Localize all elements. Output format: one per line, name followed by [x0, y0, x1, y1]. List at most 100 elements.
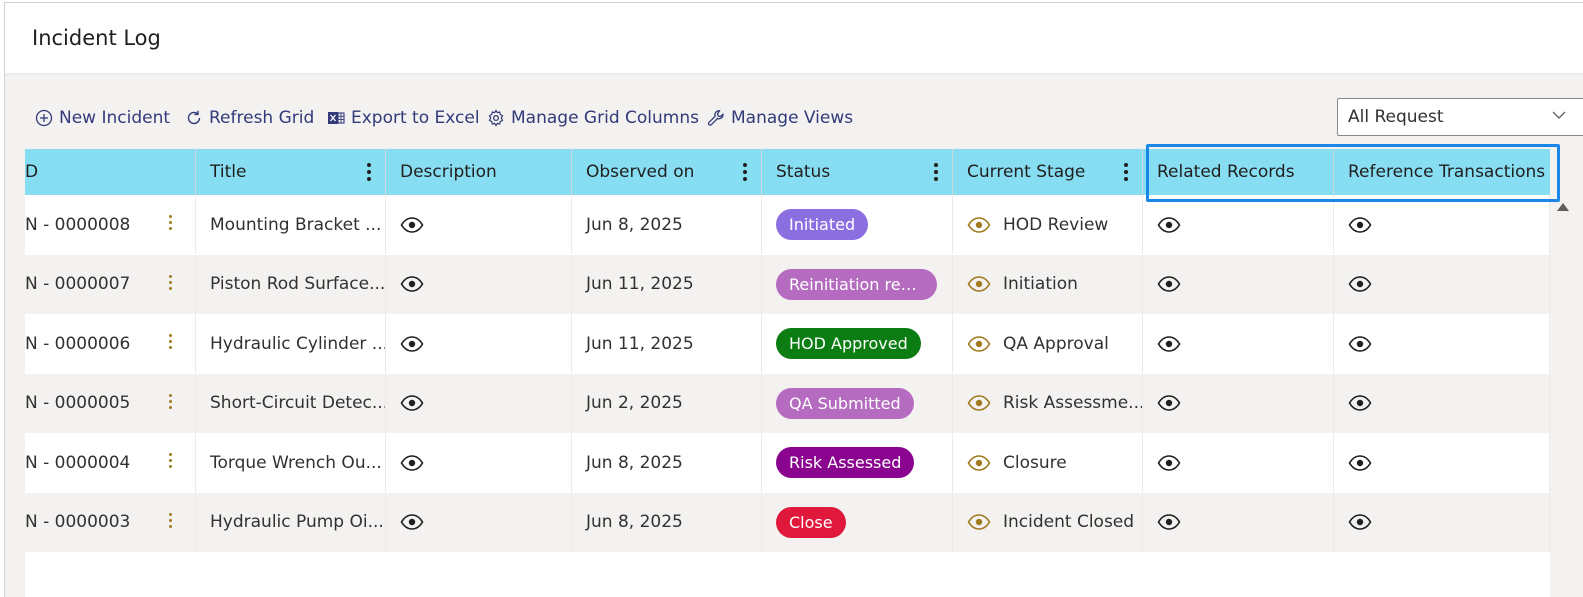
column-header-status[interactable]: Status	[761, 149, 953, 195]
row-menu-icon[interactable]	[168, 215, 172, 233]
export-excel-label: Export to Excel	[351, 108, 480, 128]
cell-related-records	[1142, 254, 1334, 314]
column-header-description-label: Description	[400, 162, 497, 182]
eye-icon[interactable]	[1348, 454, 1372, 471]
eye-icon[interactable]	[400, 335, 424, 352]
column-header-status-label: Status	[776, 162, 831, 182]
incident-title: Mounting Bracket ...	[210, 214, 382, 235]
eye-icon[interactable]	[1348, 335, 1372, 352]
eye-icon[interactable]	[1348, 395, 1372, 411]
column-menu-icon[interactable]	[934, 163, 938, 181]
column-menu-icon[interactable]	[743, 163, 747, 181]
eye-icon[interactable]	[967, 335, 991, 352]
eye-icon[interactable]	[400, 514, 424, 530]
cell-title: Piston Rod Surface...	[195, 254, 386, 314]
observed-date: Jun 8, 2025	[586, 452, 683, 473]
cell-id: N - 0000005	[25, 373, 196, 433]
row-menu-icon[interactable]	[168, 393, 172, 412]
column-header-related-records-label: Related Records	[1157, 162, 1295, 182]
column-header-title[interactable]: Title	[195, 149, 386, 195]
export-excel-button[interactable]: Export to Excel	[327, 103, 480, 133]
cell-related-records	[1142, 433, 1334, 492]
cell-title: Mounting Bracket ...	[195, 195, 386, 254]
observed-date: Jun 8, 2025	[586, 512, 683, 532]
eye-icon[interactable]	[400, 276, 424, 292]
row-menu-icon[interactable]	[168, 274, 172, 293]
eye-icon[interactable]	[400, 454, 424, 471]
column-header-current-stage[interactable]: Current Stage	[952, 149, 1143, 195]
status-badge: Reinitiation requ...	[776, 268, 937, 300]
eye-icon[interactable]	[1157, 276, 1181, 292]
column-header-observed-on[interactable]: Observed on	[571, 149, 762, 195]
gear-icon	[488, 109, 504, 127]
cell-current-stage: Risk Assessme...	[952, 373, 1143, 433]
eye-icon[interactable]	[967, 395, 991, 411]
cell-current-stage: QA Approval	[952, 314, 1143, 373]
cell-id: N - 0000008	[25, 195, 196, 254]
observed-date: Jun 11, 2025	[586, 274, 694, 294]
eye-icon[interactable]	[967, 276, 991, 292]
cell-observed-on: Jun 11, 2025	[571, 314, 762, 373]
eye-icon[interactable]	[1157, 335, 1181, 352]
cell-status: Reinitiation requ...	[761, 254, 953, 314]
eye-icon[interactable]	[1157, 216, 1181, 233]
incident-grid: D Title Description Observed on Status C…	[25, 149, 1550, 597]
eye-icon[interactable]	[1157, 454, 1181, 471]
eye-icon[interactable]	[1157, 395, 1181, 411]
cell-observed-on: Jun 11, 2025	[571, 254, 762, 314]
incident-id: N - 0000007	[25, 274, 131, 294]
cell-observed-on: Jun 8, 2025	[571, 492, 762, 552]
wrench-icon	[707, 110, 724, 126]
row-menu-icon[interactable]	[168, 453, 172, 471]
cell-related-records	[1142, 492, 1334, 552]
cell-reference-transactions	[1333, 314, 1550, 373]
row-menu-icon[interactable]	[168, 334, 172, 352]
plus-circle-icon	[35, 109, 53, 127]
table-row[interactable]: N - 0000004 Torque Wrench Ou... Jun 8, 202…	[25, 433, 1550, 492]
cell-status: QA Submitted	[761, 373, 953, 433]
table-row[interactable]: N - 0000008 Mounting Bracket ... Jun 8, 20…	[25, 195, 1550, 254]
table-row[interactable]: N - 0000007 Piston Rod Surface... Jun 11, …	[25, 254, 1550, 314]
scroll-up-icon[interactable]	[1557, 203, 1569, 211]
incident-title: Short-Circuit Detec...	[210, 393, 386, 413]
view-select[interactable]: All Request	[1337, 98, 1583, 136]
table-row[interactable]: N - 0000006 Hydraulic Cylinder ... Jun 11,…	[25, 314, 1550, 373]
eye-icon[interactable]	[400, 395, 424, 411]
column-header-description[interactable]: Description	[385, 149, 572, 195]
new-incident-button[interactable]: New Incident	[35, 103, 170, 133]
eye-icon[interactable]	[1157, 514, 1181, 530]
eye-icon[interactable]	[400, 216, 424, 233]
table-row[interactable]: N - 0000003 Hydraulic Pump Oi... Jun 8, 20…	[25, 492, 1550, 552]
column-header-current-stage-label: Current Stage	[967, 162, 1086, 182]
eye-icon[interactable]	[967, 216, 991, 233]
manage-views-button[interactable]: Manage Views	[707, 103, 853, 133]
current-stage-label: Initiation	[1003, 274, 1078, 294]
column-header-id[interactable]: D	[25, 149, 196, 195]
cell-observed-on: Jun 8, 2025	[571, 195, 762, 254]
refresh-grid-button[interactable]: Refresh Grid	[185, 103, 314, 133]
observed-date: Jun 8, 2025	[586, 214, 683, 235]
cell-reference-transactions	[1333, 373, 1550, 433]
status-badge: Risk Assessed	[776, 447, 915, 478]
eye-icon[interactable]	[1348, 276, 1372, 292]
current-stage-label: Incident Closed	[1003, 512, 1135, 532]
incident-title: Piston Rod Surface...	[210, 274, 386, 294]
incident-id: N - 0000005	[25, 393, 131, 413]
eye-icon[interactable]	[1348, 216, 1372, 233]
manage-views-label: Manage Views	[731, 108, 854, 128]
cell-description	[385, 314, 572, 373]
eye-icon[interactable]	[1348, 514, 1372, 530]
table-row[interactable]: N - 0000005 Short-Circuit Detec... Jun 2, …	[25, 373, 1550, 433]
refresh-grid-label: Refresh Grid	[209, 108, 315, 128]
cell-status: Risk Assessed	[761, 433, 953, 492]
column-header-reference-transactions[interactable]: Reference Transactions	[1333, 149, 1550, 195]
cell-current-stage: HOD Review	[952, 195, 1143, 254]
row-menu-icon[interactable]	[168, 512, 172, 531]
column-menu-icon[interactable]	[367, 163, 371, 181]
manage-grid-columns-button[interactable]: Manage Grid Columns	[487, 103, 699, 133]
eye-icon[interactable]	[967, 454, 991, 471]
column-header-reference-transactions-label: Reference Transactions	[1348, 162, 1546, 182]
column-menu-icon[interactable]	[1124, 163, 1128, 181]
eye-icon[interactable]	[967, 514, 991, 530]
column-header-related-records[interactable]: Related Records	[1142, 149, 1334, 195]
